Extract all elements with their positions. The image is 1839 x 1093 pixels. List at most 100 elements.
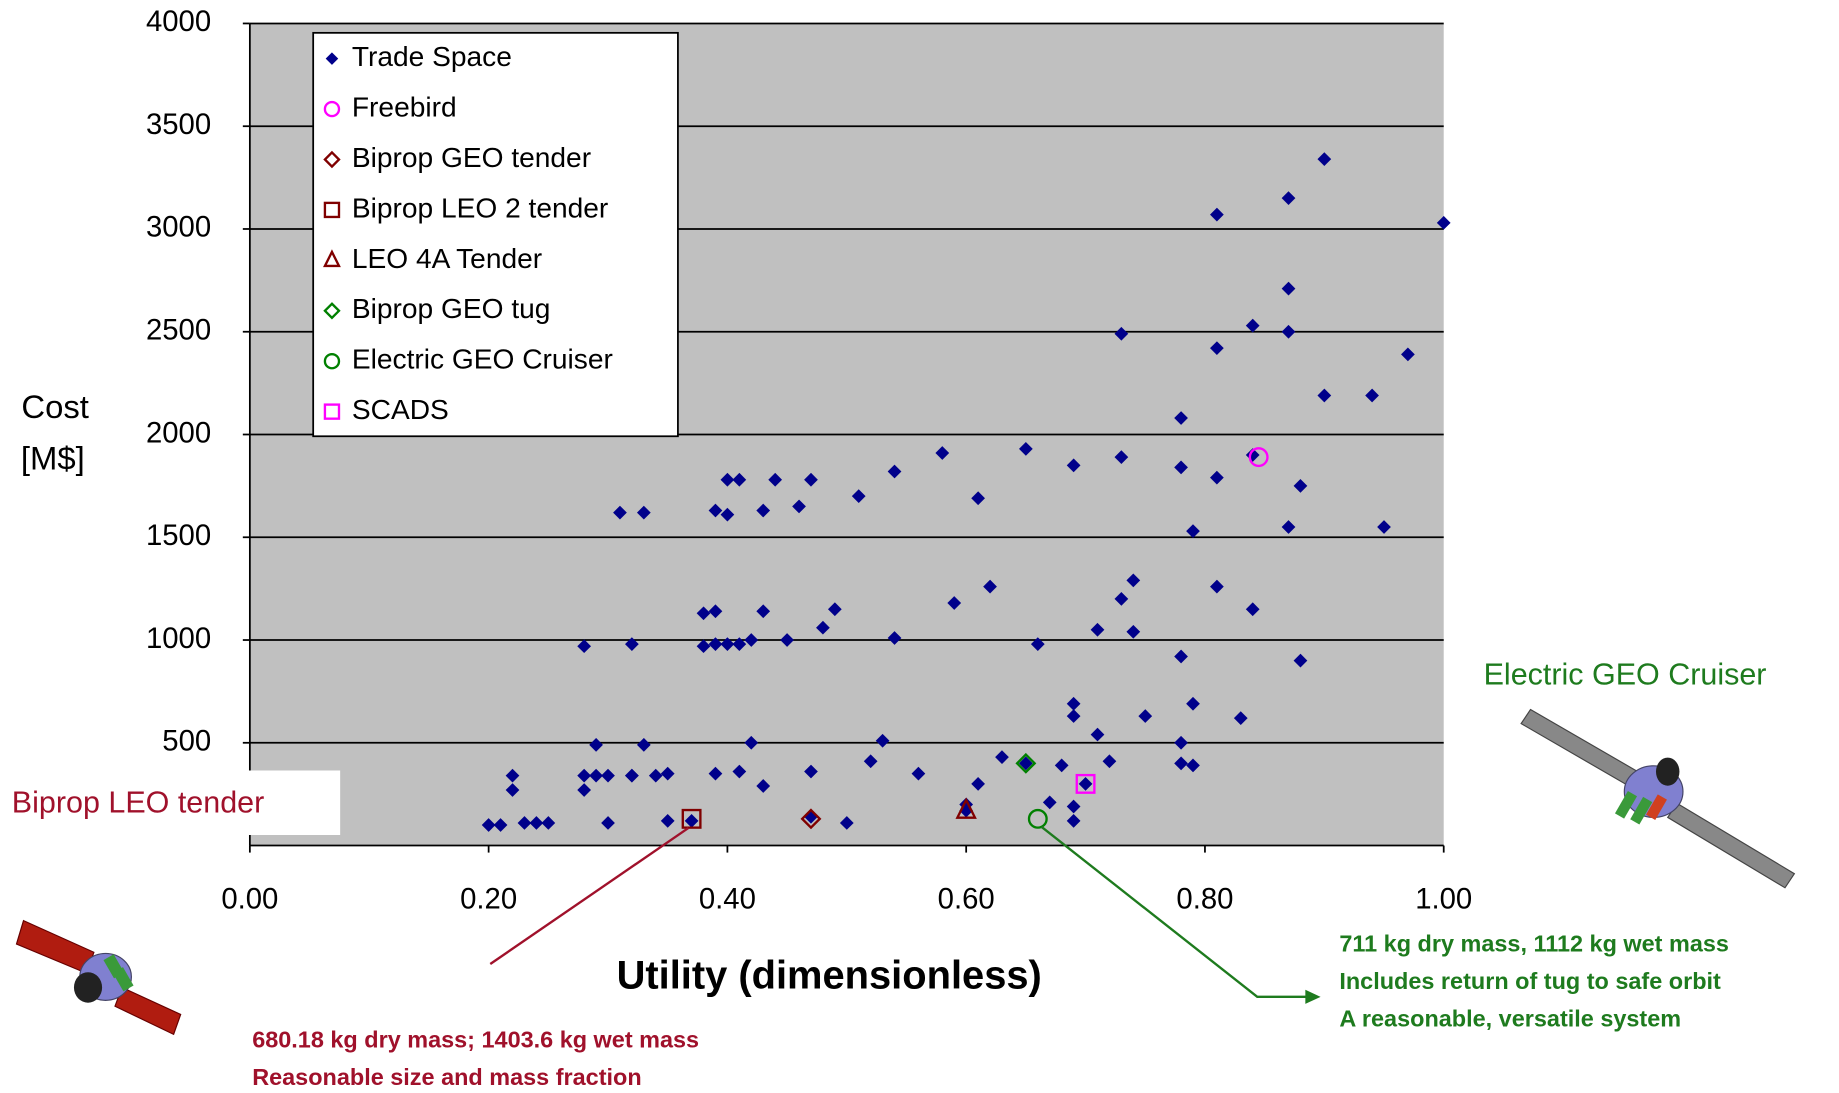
- y-axis-label: [M$]: [21, 440, 85, 477]
- marker: [625, 768, 639, 783]
- marker: [577, 639, 592, 654]
- annotation-line: 680.18 kg dry mass; 1403.6 kg wet mass: [252, 1027, 699, 1053]
- marker: [768, 472, 783, 487]
- marker: [517, 816, 532, 830]
- marker: [323, 403, 341, 420]
- marker: [1114, 326, 1129, 341]
- marker: [1293, 479, 1308, 493]
- marker: [325, 52, 339, 65]
- marker: [505, 768, 520, 783]
- marker: [1436, 215, 1451, 230]
- annotation-line: A reasonable, versatile system: [1339, 1005, 1681, 1031]
- marker: [1066, 814, 1081, 828]
- legend-label: Electric GEO Cruiser: [352, 344, 613, 375]
- marker: [1245, 318, 1260, 333]
- marker: [887, 464, 902, 479]
- marker: [756, 503, 771, 518]
- marker: [660, 814, 675, 828]
- legend-label: Biprop LEO 2 tender: [352, 192, 608, 223]
- marker: [863, 754, 878, 769]
- marker: [720, 507, 735, 522]
- marker: [1365, 388, 1379, 403]
- y-tick-label: 1000: [146, 622, 211, 655]
- callout-line: [1040, 825, 1308, 999]
- marker: [1186, 696, 1200, 711]
- legend: [312, 31, 679, 438]
- marker: [1114, 592, 1129, 606]
- annotation-title: Electric GEO Cruiser: [1484, 658, 1767, 692]
- marker: [804, 472, 818, 487]
- marker: [720, 637, 735, 652]
- arrow-head: [1305, 989, 1321, 1004]
- marker: [1066, 458, 1081, 473]
- y-tick-label: 1500: [146, 519, 211, 552]
- marker: [1210, 579, 1224, 594]
- marker: [995, 750, 1009, 765]
- marker: [1281, 281, 1296, 296]
- marker: [577, 783, 592, 797]
- marker: [1027, 808, 1048, 829]
- marker: [529, 816, 544, 830]
- marker: [744, 633, 759, 647]
- marker: [1210, 341, 1224, 356]
- annotations: Biprop LEO tender 680.18 kg dry mass; 140…: [12, 658, 1767, 1090]
- marker: [780, 633, 794, 647]
- annotation-line: Includes return of tug to safe orbit: [1339, 968, 1721, 994]
- marker: [636, 505, 651, 520]
- labels: 500 1000 1500 2000 2500 3000 3500 4000 0.00 0.20 0…: [146, 5, 1472, 915]
- marker: [1090, 727, 1105, 742]
- marker: [1245, 602, 1260, 617]
- marker: [839, 816, 854, 830]
- marker: [971, 777, 985, 791]
- marker: [601, 816, 615, 830]
- marker: [1377, 520, 1391, 534]
- marker: [708, 766, 723, 781]
- marker: [1186, 524, 1200, 538]
- marker: [935, 446, 950, 460]
- marker: [1078, 777, 1093, 791]
- marker: [827, 602, 842, 617]
- marker: [601, 768, 615, 783]
- marker: [323, 352, 341, 370]
- marker: [708, 637, 723, 652]
- marker: [1138, 709, 1153, 723]
- legend-label: SCADS: [352, 394, 449, 425]
- annotation-title: Biprop LEO tender: [12, 786, 265, 820]
- marker: [1042, 795, 1057, 810]
- satellite-image: [1495, 691, 1801, 915]
- marker: [323, 150, 341, 169]
- marker: [589, 737, 603, 752]
- legend-label: LEO 4A Tender: [352, 243, 542, 274]
- legend-label: Biprop GEO tug: [352, 293, 551, 324]
- marker: [1030, 637, 1045, 652]
- marker: [744, 735, 759, 750]
- marker: [732, 472, 747, 487]
- marker: [625, 637, 639, 652]
- marker: [696, 606, 711, 621]
- y-tick-label: 2000: [146, 416, 211, 449]
- marker: [323, 302, 341, 320]
- marker: [323, 249, 341, 268]
- marker: [1174, 649, 1188, 664]
- marker: [732, 764, 747, 779]
- marker: [696, 639, 711, 654]
- marker: [1248, 447, 1269, 468]
- legend-label: Freebird: [352, 92, 457, 123]
- marker: [708, 604, 723, 619]
- marker: [1317, 388, 1332, 403]
- marker: [1186, 758, 1200, 773]
- x-axis-label: Utility (dimensionless): [617, 954, 1042, 998]
- marker: [911, 766, 926, 781]
- legend-label: Biprop GEO tender: [352, 142, 591, 173]
- annotation-line: Reasonable size and mass fraction: [252, 1064, 641, 1090]
- marker: [660, 766, 675, 781]
- marker: [1174, 411, 1188, 425]
- marker: [1066, 799, 1081, 814]
- y-tick-label: 2500: [146, 313, 211, 346]
- y-axis-label: Cost: [21, 388, 89, 425]
- marker: [636, 737, 651, 752]
- marker: [1174, 460, 1188, 475]
- marker: [983, 579, 997, 594]
- marker: [955, 797, 977, 819]
